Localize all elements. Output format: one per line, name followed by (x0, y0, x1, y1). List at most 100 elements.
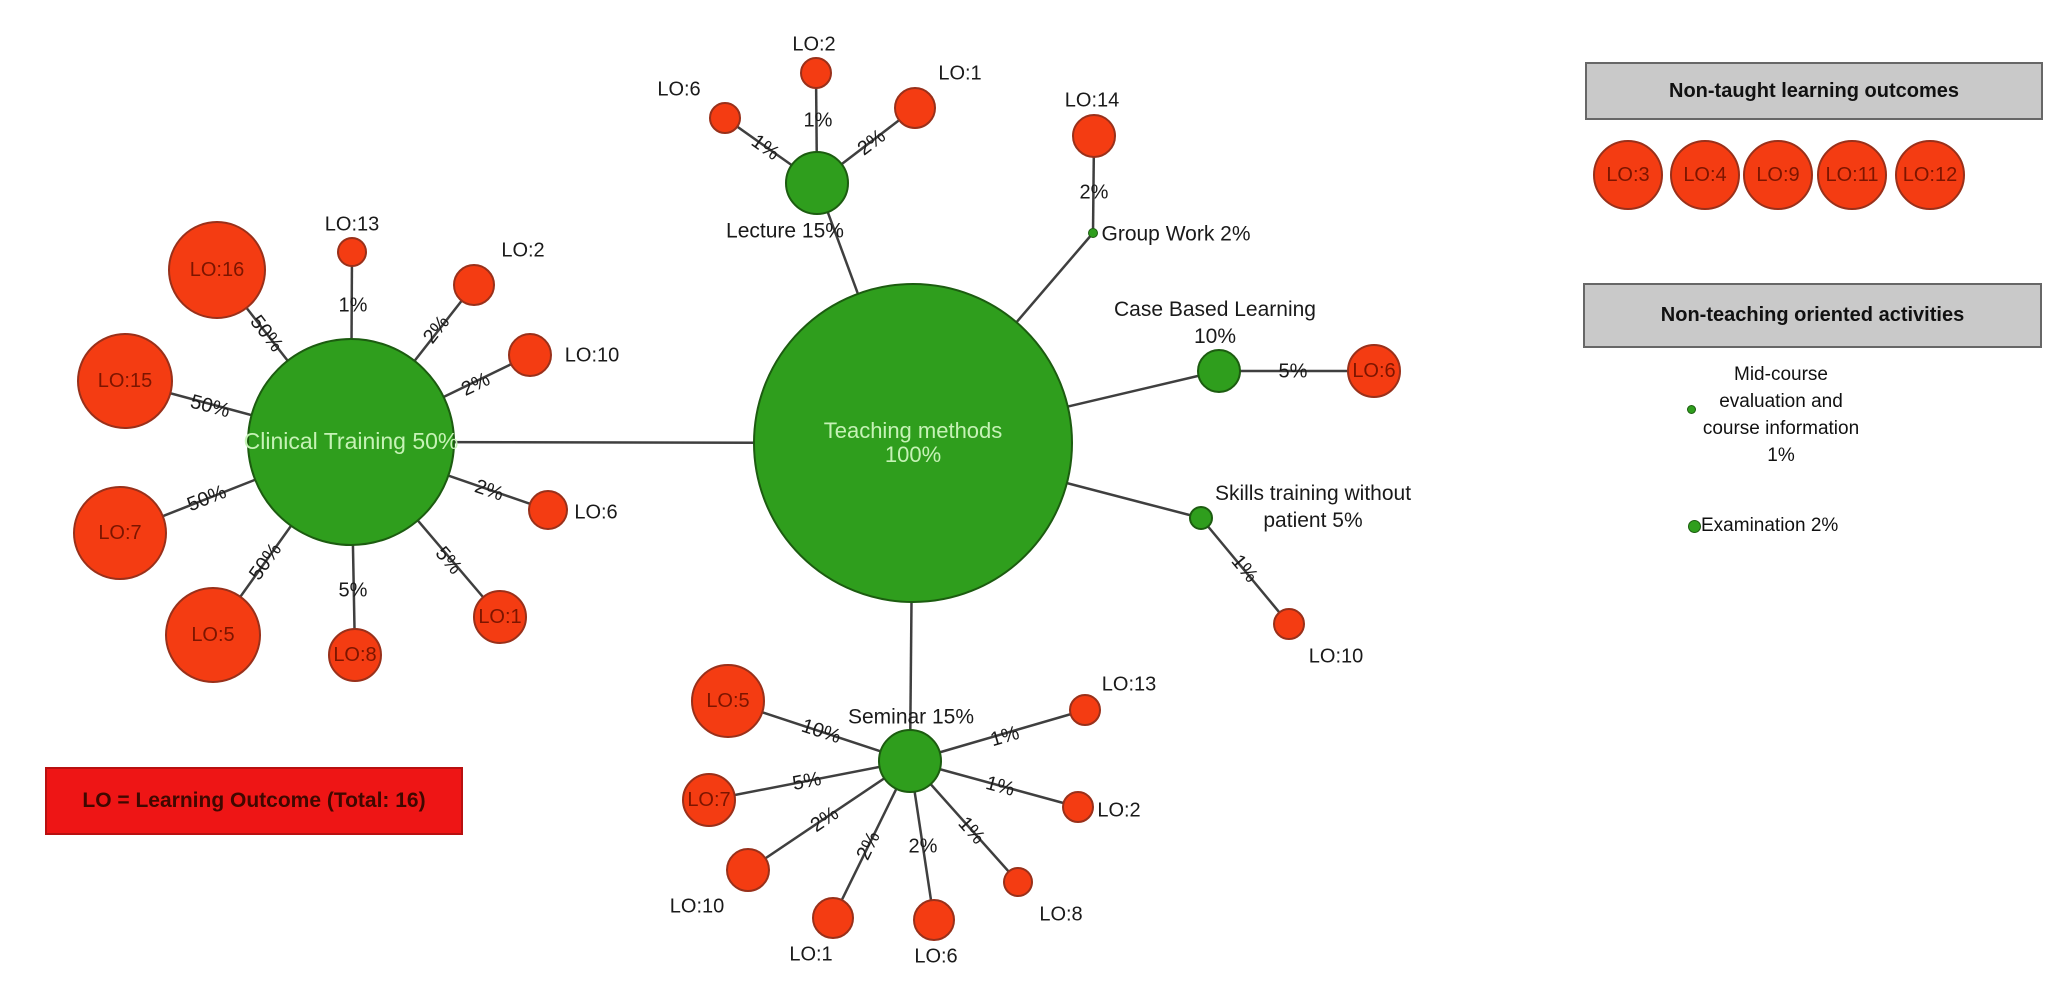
hub-label-line: 100% (884, 442, 942, 467)
lo-label-leg9: LO:9 (1756, 164, 1800, 186)
edge-skills-sk10 (1200, 517, 1290, 625)
lo-node-s6 (913, 899, 955, 941)
edge-weight-label-casebased-cb6: 5% (1278, 360, 1308, 383)
edge-weight-label-clinical-c13: 1% (338, 294, 368, 317)
lo-label-leg11: LO:11 (1825, 164, 1879, 186)
hub-label-line: Seminar 15% (847, 705, 975, 729)
lo-node-leg3: LO:3 (1593, 140, 1663, 210)
hub-label-teaching: Teaching methods 100% (823, 417, 1003, 467)
lo-label-s1: LO:1 (789, 943, 833, 966)
lo-node-c16: LO:16 (168, 221, 266, 319)
hub-label-groupwork: Group Work 2% (1102, 221, 1251, 248)
lo-node-c2 (453, 264, 495, 306)
lo-label-cb6: LO:6 (1352, 360, 1396, 382)
lo-label-gw14: LO:14 (1064, 89, 1120, 112)
lo-label-c13: LO:13 (324, 213, 380, 236)
legend-non-teaching-title: Non-teaching oriented activities (1660, 304, 1965, 326)
lo-label-l2: LO:2 (792, 33, 836, 56)
lo-node-l6 (709, 102, 741, 134)
lo-label-s10: LO:10 (669, 895, 725, 918)
lo-node-leg9: LO:9 (1743, 140, 1813, 210)
lo-node-leg11: LO:11 (1817, 140, 1887, 210)
lo-label-l1: LO:1 (938, 62, 982, 85)
lo-label-s2: LO:2 (1097, 799, 1141, 822)
lo-label-leg12: LO:12 (1902, 164, 1958, 186)
hub-node-skills (1189, 506, 1213, 530)
hub-label-line: Case Based Learning (1114, 298, 1316, 321)
lo-label-s5: LO:5 (706, 690, 750, 712)
lo-key-box: LO = Learning Outcome (Total: 16) (45, 767, 463, 835)
midcourse-line: evaluation and (1719, 391, 1843, 412)
hub-label-line: 10% (1193, 325, 1237, 348)
midcourse-line: Mid-course (1734, 364, 1828, 385)
lo-node-cb6: LO:6 (1347, 344, 1401, 398)
examination-dot-icon (1688, 520, 1701, 533)
lo-label-c1: LO:1 (478, 606, 522, 628)
edge-weight-label-seminar-s6: 2% (908, 835, 938, 858)
midcourse-dot-icon (1687, 405, 1696, 414)
lo-label-c6: LO:6 (574, 501, 618, 524)
lo-node-leg12: LO:12 (1895, 140, 1965, 210)
legend-non-teaching-box: Non-teaching oriented activities (1583, 283, 2042, 348)
lo-node-l1 (894, 87, 936, 129)
hub-node-casebased (1197, 349, 1241, 393)
lo-node-s5: LO:5 (691, 664, 765, 738)
hub-label-casebased: Case Based Learning 10% (1114, 296, 1316, 350)
lo-label-leg4: LO:4 (1683, 164, 1727, 186)
lo-node-c15: LO:15 (77, 333, 173, 429)
legend-non-taught-box: Non-taught learning outcomes (1585, 62, 2043, 120)
midcourse-line: 1% (1767, 445, 1795, 466)
lo-node-l2 (800, 57, 832, 89)
hub-node-seminar (878, 729, 942, 793)
hub-label-lecture: Lecture 15% (726, 218, 844, 245)
edge-weight-label-groupwork-gw14: 2% (1079, 181, 1109, 204)
lo-label-leg3: LO:3 (1606, 164, 1650, 186)
hub-node-groupwork (1088, 228, 1098, 238)
lo-node-s1 (812, 897, 854, 939)
lo-node-c8: LO:8 (328, 628, 382, 682)
hub-label-line: Skills training without (1214, 482, 1412, 505)
legend-examination-entry: Examination 2% (1701, 515, 1839, 536)
lo-node-s2 (1062, 791, 1094, 823)
lo-label-c10: LO:10 (564, 344, 620, 367)
lo-label-c8: LO:8 (333, 644, 377, 666)
lo-label-c2: LO:2 (501, 239, 545, 262)
lo-node-s8 (1003, 867, 1033, 897)
lo-node-c10 (508, 333, 552, 377)
lo-key-text: LO = Learning Outcome (Total: 16) (82, 789, 426, 812)
hub-label-clinical: Clinical Training 50% (243, 428, 459, 455)
lo-label-s6: LO:6 (914, 945, 958, 968)
lo-node-c7: LO:7 (73, 486, 167, 580)
lo-label-s8: LO:8 (1039, 903, 1083, 926)
edge-weight-label-lecture-l2: 1% (803, 109, 833, 132)
hub-node-teaching: Teaching methods 100% (753, 283, 1073, 603)
lo-node-sk10 (1273, 608, 1305, 640)
edge-seminar-s7 (708, 759, 911, 802)
lo-label-s7: LO:7 (687, 789, 731, 811)
hub-label-line: Teaching methods (823, 417, 1003, 443)
hub-label-line: Lecture 15% (726, 219, 844, 243)
lo-node-gw14 (1072, 114, 1116, 158)
hub-label-line: Clinical Training 50% (243, 428, 459, 455)
hub-node-clinical: Clinical Training 50% (244, 338, 458, 546)
legend-non-taught-title: Non-taught learning outcomes (1669, 79, 1959, 102)
hub-node-lecture (785, 151, 849, 215)
lo-node-c13 (337, 237, 367, 267)
lo-label-c15: LO:15 (97, 370, 153, 392)
hub-label-seminar: Seminar 15% (848, 704, 974, 731)
lo-label-sk10: LO:10 (1308, 645, 1364, 668)
lo-node-s10 (726, 848, 770, 892)
midcourse-line: course information (1702, 418, 1860, 439)
lo-label-s13: LO:13 (1101, 673, 1157, 696)
lo-node-c1: LO:1 (473, 590, 527, 644)
lo-label-c7: LO:7 (98, 522, 142, 544)
lo-label-l6: LO:6 (657, 78, 701, 101)
hub-label-line: Group Work 2% (1101, 222, 1251, 246)
hub-label-skills: Skills training without patient 5% (1215, 480, 1411, 534)
lo-node-c6 (528, 490, 568, 530)
lo-node-c5: LO:5 (165, 587, 261, 683)
lo-node-s7: LO:7 (682, 773, 736, 827)
lo-node-leg4: LO:4 (1670, 140, 1740, 210)
legend-midcourse-entry: Mid-course evaluation and course informa… (1695, 361, 1867, 469)
